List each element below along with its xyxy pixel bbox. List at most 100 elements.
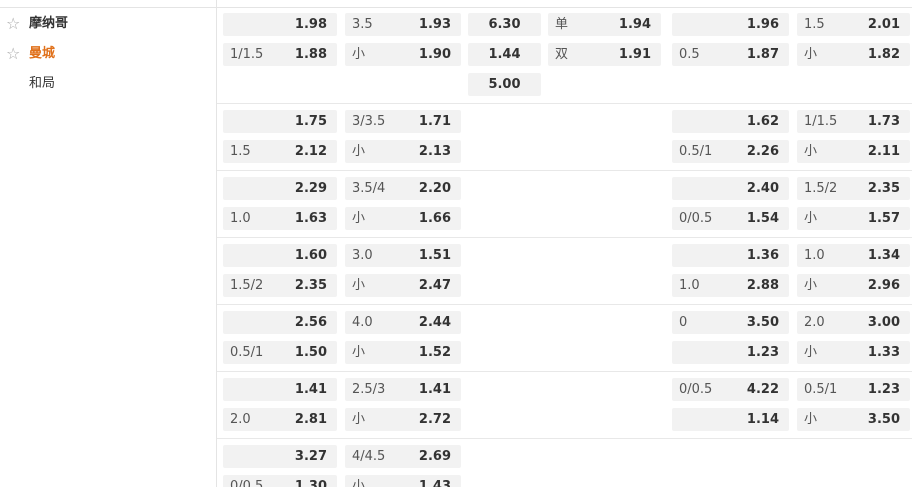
odds-cell[interactable]: 3.5 1.93 [345, 13, 461, 36]
handicap-line: 0.5 [679, 47, 700, 62]
row-separator [217, 371, 912, 372]
odds-cell[interactable]: 3.5/4 2.20 [345, 177, 461, 200]
odds-cell[interactable]: 0.5/1 2.26 [672, 140, 789, 163]
odds-cell[interactable]: 4.0 2.44 [345, 311, 461, 334]
odds-cell[interactable]: 2.0 2.81 [223, 408, 337, 431]
odds-cell[interactable]: 1.75 [223, 110, 337, 133]
odds-cell[interactable]: 1.0 2.88 [672, 274, 789, 297]
handicap-line: 小 [352, 345, 366, 360]
handicap-line: 2.0 [230, 412, 251, 427]
odds-cell[interactable]: 小 1.43 [345, 475, 461, 487]
handicap-line: 小 [804, 345, 818, 360]
odds-value: 1.36 [746, 248, 779, 263]
favorite-star[interactable]: ☆ [6, 44, 21, 63]
odds-cell[interactable]: 2.56 [223, 311, 337, 334]
odds-cell[interactable]: 1.14 [672, 408, 789, 431]
odds-value: 1.43 [418, 479, 451, 487]
odds-value: 1.51 [418, 248, 451, 263]
odds-cell[interactable]: 2.40 [672, 177, 789, 200]
odds-cell[interactable]: 小 1.82 [797, 43, 910, 66]
handicap-line: 小 [804, 278, 818, 293]
odds-cell[interactable]: 1.23 [672, 341, 789, 364]
handicap-line: 1.5 [804, 17, 825, 32]
odds-cell[interactable]: 小 1.33 [797, 341, 910, 364]
odds-cell[interactable]: 小 3.50 [797, 408, 910, 431]
odds-value: 2.01 [867, 17, 900, 32]
odds-cell[interactable]: 0 3.50 [672, 311, 789, 334]
handicap-line: 1.5/2 [230, 278, 264, 293]
odds-cell[interactable]: 1.98 [223, 13, 337, 36]
odds-cell[interactable]: 0.5/1 1.50 [223, 341, 337, 364]
handicap-line: 小 [804, 211, 818, 226]
odds-value: 1.54 [746, 211, 779, 226]
handicap-line: 小 [804, 412, 818, 427]
odds-cell[interactable]: 1/1.5 1.73 [797, 110, 910, 133]
odds-cell[interactable]: 小 2.47 [345, 274, 461, 297]
odds-cell[interactable]: 1.0 1.63 [223, 207, 337, 230]
odds-cell[interactable]: 单 1.94 [548, 13, 661, 36]
odds-cell[interactable]: 1.41 [223, 378, 337, 401]
odds-cell[interactable]: 1.62 [672, 110, 789, 133]
odds-cell[interactable]: 4/4.5 2.69 [345, 445, 461, 468]
odds-cell[interactable]: 1.60 [223, 244, 337, 267]
odds-cell[interactable]: 0/0.5 1.30 [223, 475, 337, 487]
odds-value: 1.60 [294, 248, 327, 263]
odds-cell[interactable]: 3.27 [223, 445, 337, 468]
odds-cell[interactable]: 1/1.5 1.88 [223, 43, 337, 66]
odds-cell[interactable]: 0/0.5 4.22 [672, 378, 789, 401]
odds-cell[interactable]: 双 1.91 [548, 43, 661, 66]
odds-value: 1.23 [867, 382, 900, 397]
odds-cell[interactable]: 2.5/3 1.41 [345, 378, 461, 401]
odds-value: 1.50 [294, 345, 327, 360]
odds-cell[interactable]: 小 1.57 [797, 207, 910, 230]
odds-cell[interactable]: 2.29 [223, 177, 337, 200]
handicap-line: 小 [352, 479, 366, 487]
odds-cell[interactable]: 1.44 [468, 43, 541, 66]
odds-value: 1.88 [294, 47, 327, 62]
odds-value: 6.30 [488, 17, 521, 32]
odds-value: 1.75 [294, 114, 327, 129]
odds-cell[interactable]: 0.5 1.87 [672, 43, 789, 66]
odds-value: 1.96 [746, 17, 779, 32]
row-separator [217, 103, 912, 104]
odds-value: 2.69 [418, 449, 451, 464]
odds-cell[interactable]: 1.96 [672, 13, 789, 36]
odds-cell[interactable]: 3/3.5 1.71 [345, 110, 461, 133]
odds-value: 1.44 [488, 47, 521, 62]
odds-cell[interactable]: 0/0.5 1.54 [672, 207, 789, 230]
odds-cell[interactable]: 5.00 [468, 73, 541, 96]
odds-cell[interactable]: 小 2.72 [345, 408, 461, 431]
odds-cell[interactable]: 小 2.96 [797, 274, 910, 297]
row-separator [217, 438, 912, 439]
odds-cell[interactable]: 小 1.52 [345, 341, 461, 364]
odds-cell[interactable]: 6.30 [468, 13, 541, 36]
odds-cell[interactable]: 1.5/2 2.35 [223, 274, 337, 297]
handicap-line: 小 [352, 144, 366, 159]
odds-value: 2.29 [294, 181, 327, 196]
handicap-line: 0.5/1 [804, 382, 838, 397]
favorite-star[interactable]: ☆ [6, 14, 21, 33]
handicap-line: 小 [352, 412, 366, 427]
odds-value: 1.52 [418, 345, 451, 360]
handicap-line: 4/4.5 [352, 449, 386, 464]
handicap-line: 3.0 [352, 248, 373, 263]
odds-cell[interactable]: 小 2.11 [797, 140, 910, 163]
odds-cell[interactable]: 1.5 2.12 [223, 140, 337, 163]
odds-cell[interactable]: 1.5 2.01 [797, 13, 910, 36]
odds-cell[interactable]: 1.0 1.34 [797, 244, 910, 267]
odds-cell[interactable]: 1.36 [672, 244, 789, 267]
odds-value: 1.41 [418, 382, 451, 397]
odds-cell[interactable]: 小 2.13 [345, 140, 461, 163]
odds-cell[interactable]: 1.5/2 2.35 [797, 177, 910, 200]
handicap-line: 0/0.5 [230, 479, 264, 487]
odds-value: 2.47 [418, 278, 451, 293]
odds-cell[interactable]: 3.0 1.51 [345, 244, 461, 267]
odds-cell[interactable]: 小 1.66 [345, 207, 461, 230]
odds-value: 2.20 [418, 181, 451, 196]
odds-cell[interactable]: 0.5/1 1.23 [797, 378, 910, 401]
odds-cell[interactable]: 2.0 3.00 [797, 311, 910, 334]
odds-value: 2.26 [746, 144, 779, 159]
odds-cell[interactable]: 小 1.90 [345, 43, 461, 66]
odds-value: 1.34 [867, 248, 900, 263]
